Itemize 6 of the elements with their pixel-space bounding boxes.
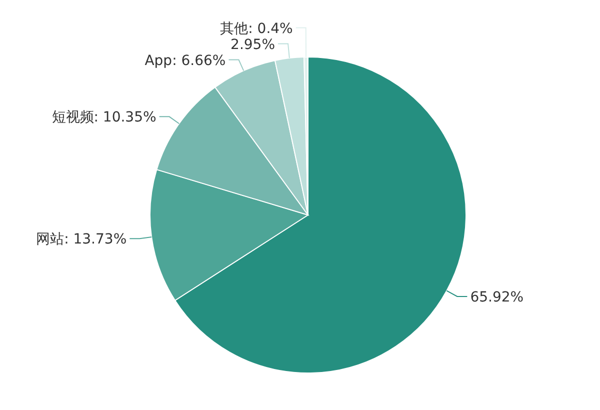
slice-label: App: 6.66% (144, 52, 226, 69)
slice-label: 短视频: 10.35% (52, 110, 156, 126)
data-label: 65.92% (470, 289, 524, 306)
slice-label: 其他: 0.4% (220, 20, 293, 37)
slice-label: 网站: 13.73% (36, 232, 127, 248)
data-label: 2.95% (230, 36, 276, 53)
